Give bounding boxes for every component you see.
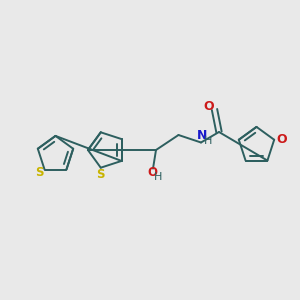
Text: H: H	[154, 172, 163, 182]
Text: H: H	[204, 136, 212, 146]
Text: O: O	[276, 133, 287, 146]
Text: O: O	[204, 100, 214, 113]
Text: N: N	[197, 129, 207, 142]
Text: S: S	[97, 168, 105, 181]
Text: S: S	[35, 166, 44, 179]
Text: O: O	[147, 166, 158, 179]
